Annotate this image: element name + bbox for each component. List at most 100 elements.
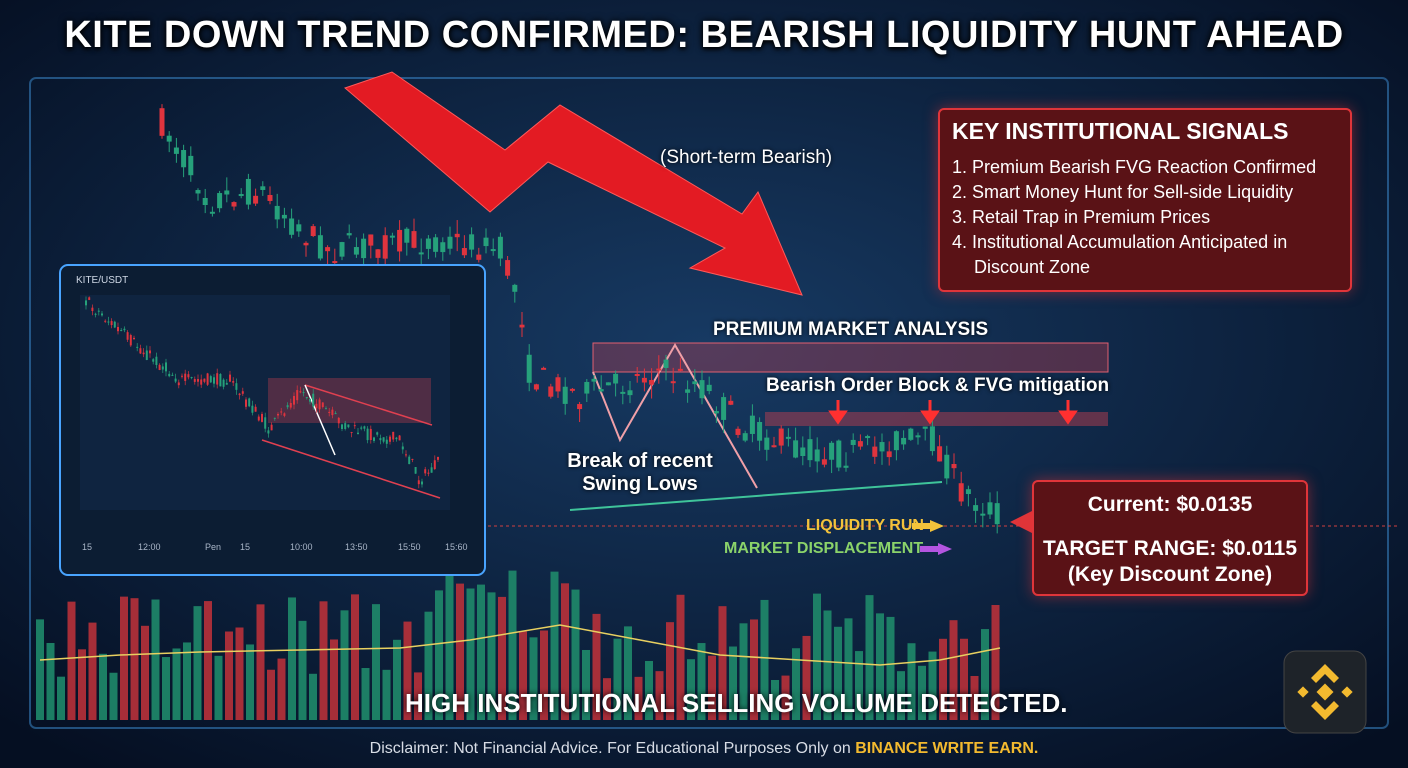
liquidity-arrow [930,520,944,532]
candle-body [404,228,410,243]
candle-body [425,238,431,249]
inset-body [120,330,123,332]
candle-body [418,252,424,255]
inset-body [430,467,433,473]
inset-body [97,310,100,312]
inset-body [200,379,203,385]
inset-body [280,411,283,413]
candle-body [706,384,712,392]
inset-body [136,346,139,348]
inset-body [389,436,391,442]
volume-bar [99,653,107,720]
candle-body [613,373,619,384]
candle-body [908,428,914,440]
candle-body [670,381,676,384]
inset-body [373,437,375,441]
volume-bar [739,623,748,720]
inset-body [123,328,126,331]
inset-x-label: 12:00 [138,542,161,552]
candle-body [526,354,532,383]
volume-bar [162,657,170,720]
candle-body [886,451,892,458]
candle-body [656,368,662,371]
candle-body [757,422,763,441]
candle-body [577,404,583,410]
volume-bar [981,629,989,720]
inset-body [110,321,113,326]
inset-body [382,437,385,442]
inset-body [369,428,372,441]
inset-body [289,402,292,408]
volume-bar [865,595,874,720]
inset-body [165,362,167,372]
inset-body [85,300,87,306]
candle-body [303,242,309,246]
inset-body [203,378,206,382]
volume-bar [466,588,475,720]
volume-bar [708,655,716,720]
candle-body [454,233,460,238]
candle-body [721,397,727,420]
volume-bar [298,620,307,720]
inset-body [350,432,353,434]
inset-body [328,411,331,413]
inset-trend [304,384,433,426]
down-arrows [828,400,1078,425]
volume-bar [256,604,265,720]
inset-body [213,377,215,384]
candle-body [202,197,208,206]
inset-body [267,430,270,434]
volume-bar [771,679,779,720]
inset-body [395,437,398,440]
candle-body [951,463,957,469]
inset-body [209,376,212,383]
volume-bar [414,672,422,720]
inset-body [353,425,356,427]
volume-bar [235,627,244,720]
candle-body [937,446,943,462]
volume-bar [529,637,538,720]
order-block-zone [765,412,1108,426]
candle-body [296,224,302,232]
premium-zone [592,342,1109,373]
candle-body [584,381,590,394]
candle-body [958,483,964,502]
volume-bar [676,594,685,720]
candle-body [519,324,525,328]
candle-body [440,242,446,253]
inset-body [385,439,388,444]
inset-body [222,379,225,387]
candle-body [713,411,719,414]
candle-body [901,437,907,445]
displacement-arrow [938,543,952,555]
inset-body [184,373,187,381]
candle-body [166,135,172,142]
volume-bars [36,567,1000,720]
inset-body [187,374,190,378]
candle-body [332,261,338,264]
candle-body [922,426,928,429]
inset-body [296,390,299,401]
candle-body [209,211,215,214]
candle-body [627,390,633,396]
volume-bar [225,631,233,720]
inset-body [177,382,180,386]
inset-candles [85,296,439,489]
candle-body [274,205,280,220]
volume-bar [487,592,496,720]
candle-body [735,428,741,435]
inset-x-label: 10:00 [290,542,313,552]
candle-body [569,388,575,391]
trend-line [569,481,943,511]
inset-body [174,378,177,382]
inset-body [341,424,343,430]
inset-body [139,348,142,354]
candle-body [994,503,1000,525]
candle-body [389,235,395,238]
volume-bar [214,655,223,720]
disclaimer-text: Disclaimer: Not Financial Advice. For Ed… [369,740,851,757]
swing-label: Break of recent Swing Lows [567,450,713,495]
inset-body [245,399,247,407]
candle-body [850,439,856,445]
inset-body [206,373,209,385]
